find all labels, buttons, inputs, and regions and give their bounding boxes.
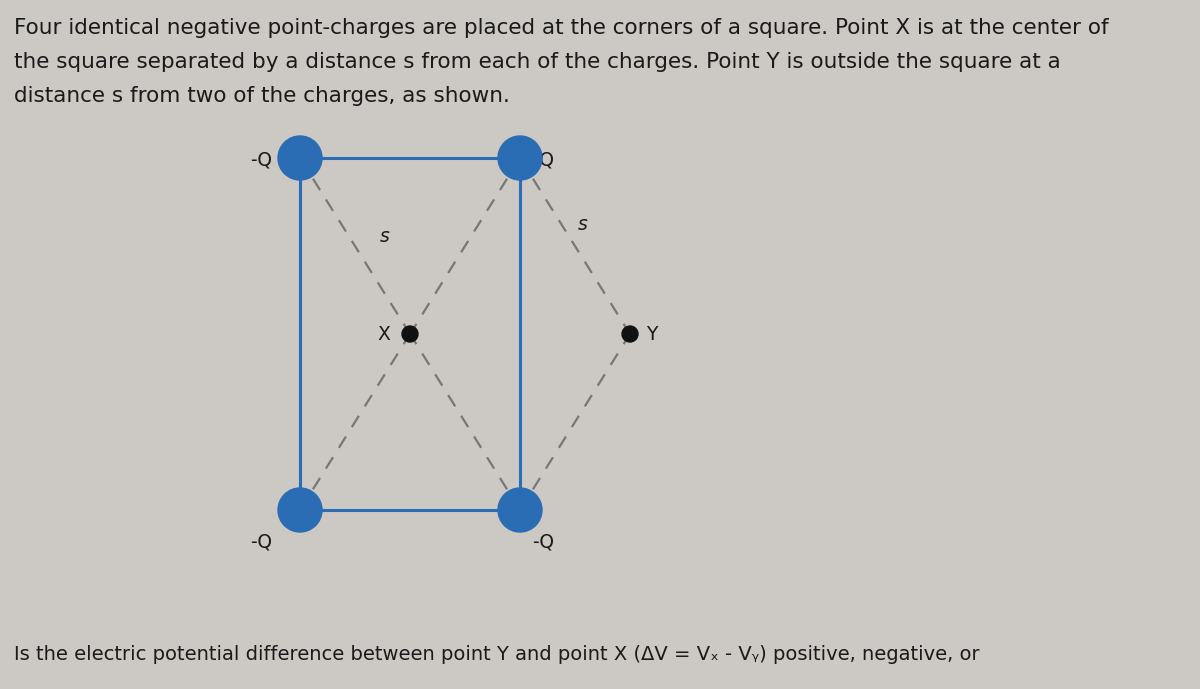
Text: X: X (377, 325, 390, 344)
Text: Y: Y (646, 325, 658, 344)
Text: s: s (380, 227, 390, 245)
Ellipse shape (278, 136, 322, 180)
Text: Is the electric potential difference between point Y and point X (ΔV = Vₓ - Vᵧ) : Is the electric potential difference bet… (14, 645, 979, 664)
Text: -Q: -Q (532, 150, 554, 169)
Text: -Q: -Q (250, 150, 272, 169)
Ellipse shape (498, 488, 542, 532)
Ellipse shape (622, 326, 638, 342)
Text: -Q: -Q (532, 532, 554, 551)
Text: -Q: -Q (250, 532, 272, 551)
Ellipse shape (402, 326, 418, 342)
Text: s: s (578, 214, 588, 234)
Text: distance s from two of the charges, as shown.: distance s from two of the charges, as s… (14, 86, 510, 106)
Text: the square separated by a distance s from each of the charges. Point Y is outsid: the square separated by a distance s fro… (14, 52, 1061, 72)
Ellipse shape (498, 136, 542, 180)
Text: Four identical negative point-charges are placed at the corners of a square. Poi: Four identical negative point-charges ar… (14, 18, 1109, 38)
Ellipse shape (278, 488, 322, 532)
